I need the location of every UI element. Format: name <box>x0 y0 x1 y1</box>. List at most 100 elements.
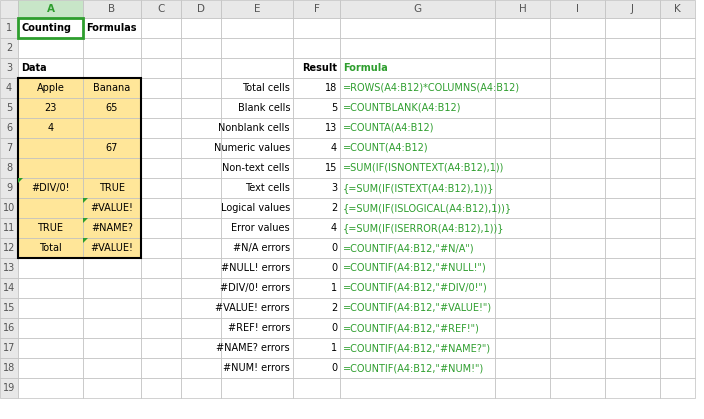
Bar <box>293 38 340 58</box>
Text: 1: 1 <box>331 283 337 293</box>
Text: 13: 13 <box>3 263 15 273</box>
Bar <box>83 98 141 118</box>
Bar <box>141 98 181 118</box>
Bar <box>181 138 221 158</box>
Bar <box>83 78 141 98</box>
Bar <box>221 178 293 198</box>
Bar <box>181 378 221 398</box>
Bar <box>293 98 340 118</box>
Bar <box>0 258 18 278</box>
Text: {=SUM(IF(ISERROR(A4:B12),1))}: {=SUM(IF(ISERROR(A4:B12),1))} <box>343 223 505 233</box>
Bar <box>18 18 83 38</box>
Bar <box>660 138 695 158</box>
Bar <box>221 298 293 318</box>
Bar <box>340 78 495 98</box>
Bar <box>293 198 340 218</box>
Bar <box>0 318 18 338</box>
Text: =COUNTIF(A4:B12,"#DIV/0!"): =COUNTIF(A4:B12,"#DIV/0!") <box>343 283 488 293</box>
Bar <box>550 138 605 158</box>
Bar <box>181 0 221 18</box>
Text: Logical values: Logical values <box>221 203 290 213</box>
Text: F: F <box>313 4 320 14</box>
Bar <box>340 258 495 278</box>
Text: #NAME? errors: #NAME? errors <box>216 343 290 353</box>
Text: 17: 17 <box>3 343 15 353</box>
Bar <box>293 178 340 198</box>
Bar <box>0 218 18 238</box>
Bar <box>18 18 83 38</box>
Bar <box>141 18 181 38</box>
Bar <box>660 378 695 398</box>
Bar <box>181 278 221 298</box>
Text: =COUNTIF(A4:B12,"#NUM!"): =COUNTIF(A4:B12,"#NUM!") <box>343 363 484 373</box>
Bar <box>18 38 83 58</box>
Text: Data: Data <box>21 63 46 73</box>
Bar <box>18 138 83 158</box>
Text: Text cells: Text cells <box>245 183 290 193</box>
Bar <box>660 178 695 198</box>
Bar <box>141 58 181 78</box>
Text: I: I <box>576 4 579 14</box>
Bar <box>340 58 495 78</box>
Text: 8: 8 <box>6 163 12 173</box>
Bar <box>495 18 550 38</box>
Bar <box>495 58 550 78</box>
Bar <box>181 38 221 58</box>
Text: 23: 23 <box>44 103 57 113</box>
Bar <box>550 198 605 218</box>
Bar <box>18 338 83 358</box>
Bar <box>141 138 181 158</box>
Text: {=SUM(IF(ISLOGICAL(A4:B12),1))}: {=SUM(IF(ISLOGICAL(A4:B12),1))} <box>343 203 512 213</box>
Bar <box>293 318 340 338</box>
Text: Total: Total <box>39 243 62 253</box>
Bar <box>18 258 83 278</box>
Text: #DIV/0!: #DIV/0! <box>31 183 70 193</box>
Bar <box>141 198 181 218</box>
Text: Counting: Counting <box>21 23 71 33</box>
Bar <box>18 0 83 18</box>
Bar <box>0 0 18 18</box>
Bar <box>340 378 495 398</box>
Bar <box>83 38 141 58</box>
Text: =COUNTIF(A4:B12,"#NAME?"): =COUNTIF(A4:B12,"#NAME?") <box>343 343 491 353</box>
Bar <box>141 298 181 318</box>
Bar <box>605 338 660 358</box>
Text: Error values: Error values <box>232 223 290 233</box>
Bar <box>181 218 221 238</box>
Bar <box>83 318 141 338</box>
Text: 4: 4 <box>331 223 337 233</box>
Bar <box>83 18 141 38</box>
Text: Non-text cells: Non-text cells <box>222 163 290 173</box>
Text: 0: 0 <box>331 243 337 253</box>
Bar <box>141 0 181 18</box>
Bar <box>495 158 550 178</box>
Bar <box>18 78 83 98</box>
Bar <box>83 198 141 218</box>
Bar <box>293 58 340 78</box>
Bar <box>550 258 605 278</box>
Text: 1: 1 <box>331 343 337 353</box>
Text: =COUNTIF(A4:B12,"#NULL!"): =COUNTIF(A4:B12,"#NULL!") <box>343 263 486 273</box>
Bar <box>0 278 18 298</box>
Bar <box>0 298 18 318</box>
Text: 0: 0 <box>331 363 337 373</box>
Bar <box>660 258 695 278</box>
Bar <box>293 298 340 318</box>
Bar <box>221 258 293 278</box>
Bar <box>141 218 181 238</box>
Bar <box>83 338 141 358</box>
Bar <box>141 358 181 378</box>
Bar <box>141 158 181 178</box>
Text: 14: 14 <box>3 283 15 293</box>
Bar <box>340 198 495 218</box>
Bar <box>83 238 141 258</box>
Bar <box>495 78 550 98</box>
Text: =ROWS(A4:B12)*COLUMNS(A4:B12): =ROWS(A4:B12)*COLUMNS(A4:B12) <box>343 83 520 93</box>
Bar <box>495 178 550 198</box>
Text: 0: 0 <box>331 263 337 273</box>
Bar <box>181 358 221 378</box>
Bar <box>18 98 83 118</box>
Text: 2: 2 <box>6 43 12 53</box>
Bar <box>605 198 660 218</box>
Bar <box>0 18 18 38</box>
